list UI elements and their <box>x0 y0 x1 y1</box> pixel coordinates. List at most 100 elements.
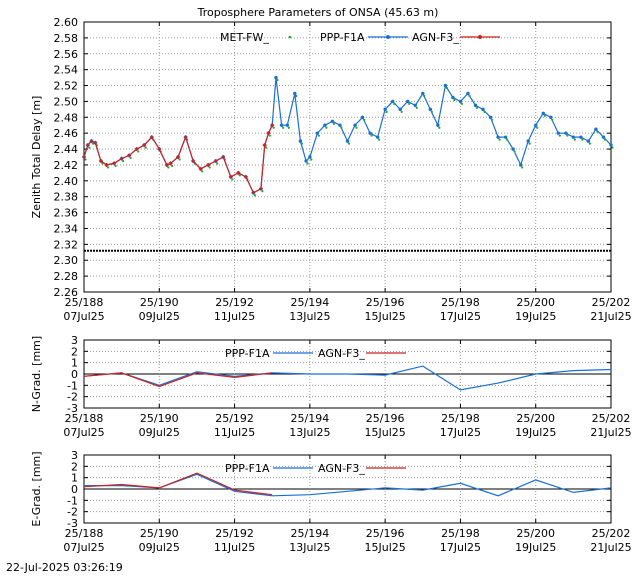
data-point-agn <box>251 190 256 195</box>
data-point-met <box>483 110 486 113</box>
data-point-agn <box>243 174 248 179</box>
data-point-met <box>453 98 456 102</box>
y-tick-label: 2.26 <box>54 286 79 299</box>
data-point-ppp <box>274 75 278 80</box>
data-point-ppp <box>601 135 606 139</box>
legend-label: AGN-F3_ <box>318 462 365 475</box>
y-tick-label: 2.50 <box>54 95 79 108</box>
data-point-agn <box>157 147 162 152</box>
data-point-ppp <box>308 155 312 159</box>
data-point-met <box>332 122 336 125</box>
x-tick-label-doy: 25/188 <box>65 527 104 540</box>
y-tick-label: 2.58 <box>54 32 79 45</box>
data-point-ppp <box>330 119 335 123</box>
legend-marker <box>386 35 390 39</box>
data-point-met <box>378 138 381 141</box>
data-point-met <box>521 166 524 169</box>
data-point-ppp <box>443 83 448 88</box>
legend-swatch-met <box>288 35 292 39</box>
data-point-ppp <box>398 107 402 112</box>
x-tick-label-date: 21Jul25 <box>590 426 631 439</box>
data-point-ppp <box>496 135 500 139</box>
data-point-agn <box>270 123 275 128</box>
data-point-ppp <box>375 135 380 139</box>
data-point-met <box>385 110 388 113</box>
data-point-met <box>558 134 561 137</box>
x-tick-label-date: 15Jul25 <box>365 541 406 554</box>
y-tick-label: 1 <box>71 357 78 370</box>
legend-label: PPP-F1A <box>225 462 270 475</box>
data-point-agn <box>82 155 86 159</box>
data-point-agn <box>213 158 218 163</box>
legend-label: AGN-F3_ <box>412 31 459 44</box>
x-tick-label-doy: 25/188 <box>65 412 104 425</box>
x-tick-label-doy: 25/188 <box>65 296 104 309</box>
data-point-ppp <box>466 91 470 96</box>
y-axis-label: E-Grad. [mm] <box>30 451 43 526</box>
x-tick-label-date: 17Jul25 <box>440 541 481 554</box>
data-point-agn <box>198 166 203 171</box>
data-point-met <box>287 126 290 129</box>
data-point-ppp <box>586 139 591 143</box>
data-point-agn <box>98 158 103 163</box>
x-tick-label-date: 13Jul25 <box>289 541 330 554</box>
data-point-met <box>347 142 351 145</box>
data-point-met <box>475 106 479 109</box>
legend-marker <box>478 35 482 39</box>
series-line-ppp-f1a <box>83 77 612 194</box>
x-tick-label-date: 21Jul25 <box>590 541 631 554</box>
data-point-agn <box>191 158 196 163</box>
x-tick-label-date: 15Jul25 <box>365 426 406 439</box>
x-tick-label-date: 11Jul25 <box>214 310 255 323</box>
x-tick-label-date: 17Jul25 <box>440 426 481 439</box>
x-tick-label-doy: 25/192 <box>215 412 254 425</box>
data-point-met <box>216 162 219 165</box>
data-point-ppp <box>579 135 583 139</box>
data-point-ppp <box>285 123 289 127</box>
x-tick-label-doy: 25/198 <box>441 296 480 309</box>
data-point-met <box>261 190 264 193</box>
figure-title: Troposphere Parameters of ONSA (45.63 m) <box>197 6 439 19</box>
data-point-met <box>282 126 285 129</box>
data-point-ppp <box>481 107 485 112</box>
data-point-met <box>513 150 516 153</box>
y-tick-label: -1 <box>67 379 78 392</box>
data-point-met <box>596 130 599 133</box>
data-point-agn <box>266 131 271 136</box>
data-point-met <box>272 126 275 129</box>
data-point-met <box>506 138 509 141</box>
y-tick-label: 2.46 <box>54 127 79 140</box>
series-line-agn-f3- <box>83 124 273 194</box>
x-tick-label-date: 11Jul25 <box>214 541 255 554</box>
y-tick-label: 2.40 <box>54 175 79 188</box>
y-tick-label: 2.34 <box>54 222 79 235</box>
data-point-met <box>438 126 441 129</box>
data-point-met <box>137 150 140 153</box>
data-point-met <box>268 134 272 137</box>
y-tick-label: -3 <box>67 517 78 530</box>
data-point-ppp <box>390 99 395 104</box>
data-point-met <box>170 164 174 167</box>
y-tick-label: 2.48 <box>54 111 79 124</box>
data-point-ppp <box>279 123 284 127</box>
x-tick-label-date: 13Jul25 <box>289 426 330 439</box>
x-tick-label-doy: 25/202 <box>592 527 631 540</box>
y-tick-label: 2.32 <box>54 238 79 251</box>
data-point-ppp <box>451 95 455 100</box>
x-tick-label-doy: 25/196 <box>366 412 405 425</box>
data-point-ppp <box>518 163 523 167</box>
series-line-ppp-f1a <box>83 365 612 391</box>
data-point-ppp <box>293 91 297 96</box>
data-point-ppp <box>353 123 357 127</box>
data-point-ppp <box>549 115 553 119</box>
data-point-ppp <box>368 131 372 135</box>
y-tick-label: 2 <box>71 460 78 473</box>
data-point-ppp <box>298 139 303 143</box>
data-point-agn <box>134 147 139 152</box>
data-point-met <box>423 94 426 98</box>
y-tick-label: 2.42 <box>54 159 79 172</box>
data-point-agn <box>112 161 117 166</box>
x-tick-label-doy: 25/190 <box>140 527 179 540</box>
data-point-agn <box>127 153 132 158</box>
data-point-ppp <box>383 107 387 112</box>
